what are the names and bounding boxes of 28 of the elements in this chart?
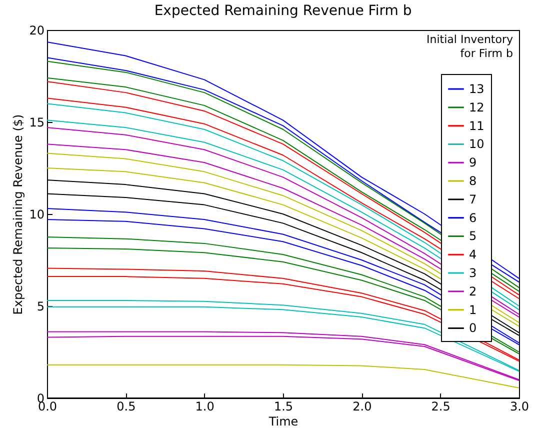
legend-label: 6 <box>469 210 477 225</box>
x-tick-label: 3.0 <box>510 400 530 414</box>
legend-label: 12 <box>469 100 484 114</box>
x-tick-label: 2.0 <box>352 400 372 414</box>
legend-title: Initial Inventory for Firm b <box>426 33 514 60</box>
legend-label: 2 <box>469 284 477 298</box>
y-tick-label: 15 <box>29 116 44 130</box>
x-tick-label: 0.5 <box>116 400 136 414</box>
legend-label: 1 <box>469 302 477 317</box>
chart-title: Expected Remaining Revenue Firm b <box>154 3 412 19</box>
legend-label: 11 <box>469 118 484 133</box>
legend-label: 10 <box>469 137 484 152</box>
y-tick-label: 10 <box>29 208 44 222</box>
y-tick-label: 5 <box>36 300 44 314</box>
legend-label: 9 <box>469 156 477 170</box>
legend-label: 4 <box>469 248 477 262</box>
legend-label: 5 <box>469 229 477 244</box>
legend-label: 0 <box>469 321 477 336</box>
x-tick-label: 1.0 <box>195 400 214 414</box>
x-tick-label: 2.5 <box>431 400 450 414</box>
y-tick-label: 20 <box>29 24 44 38</box>
legend-label: 8 <box>469 174 477 188</box>
legend-label: 7 <box>469 192 477 206</box>
y-axis-title: Expected Remaining Revenue ($) <box>11 114 26 315</box>
x-tick-label: 1.5 <box>274 400 294 414</box>
legend-label: 3 <box>469 266 477 280</box>
legend-label: 13 <box>469 82 484 96</box>
x-axis-title: Time <box>268 414 298 428</box>
